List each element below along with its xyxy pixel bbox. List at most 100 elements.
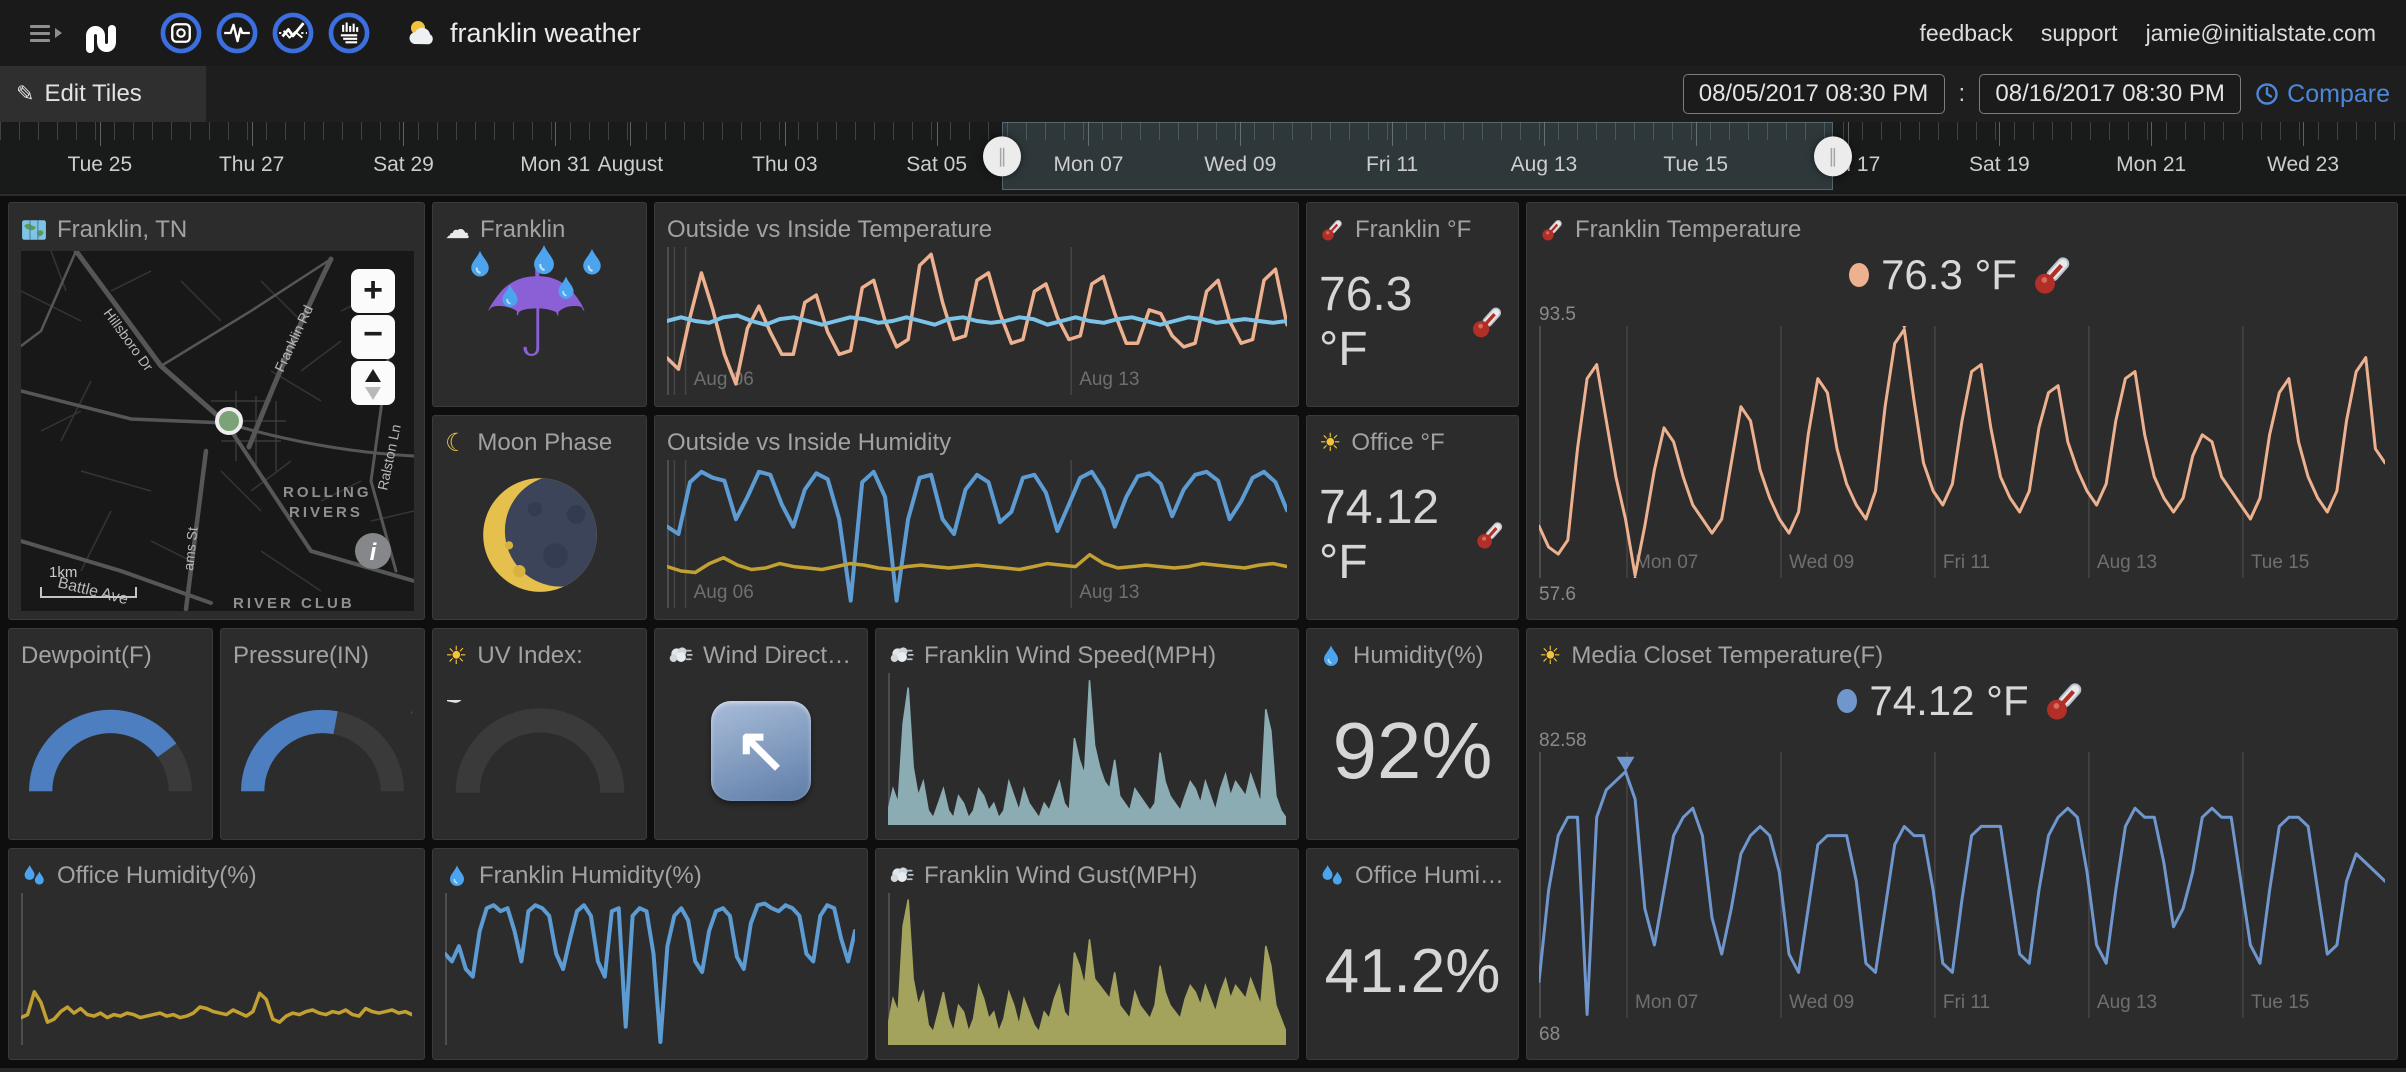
account-email[interactable]: jamie@initialstate.com <box>2145 19 2376 46</box>
tile-office-humidity-chart: Office Humidity(%) <box>8 848 425 1060</box>
droplets-icon <box>1319 863 1345 889</box>
outside-vs-inside-humidity-chart[interactable]: Aug 06 Aug 13 <box>665 460 1289 608</box>
end-date-input[interactable] <box>1979 74 2242 114</box>
tile-wind-direction: Wind Direct… ↖ <box>654 628 868 840</box>
map-scale-bar: 1km <box>40 564 137 598</box>
y-axis-max-label: 93.5 <box>1539 304 1576 325</box>
compare-button[interactable]: Compare <box>2255 80 2390 109</box>
droplets-icon <box>21 863 47 889</box>
timeline-tick-label[interactable]: Fri 11 <box>1366 153 1419 176</box>
timeline-tick-label[interactable]: Mon 07 <box>1053 153 1124 176</box>
dashboard-title: franklin weather <box>450 17 641 48</box>
tile-pressure-gauge: Pressure(IN) <box>220 628 425 840</box>
lines-app-icon[interactable] <box>272 12 314 54</box>
timeline-handle-right[interactable]: ∥ <box>1813 136 1852 177</box>
franklin-humidity-chart[interactable] <box>443 893 857 1045</box>
tile-office-humidity-value: Office Humi… 41.2% <box>1306 848 1519 1060</box>
gauge-track <box>455 708 624 794</box>
wind-icon <box>888 643 914 669</box>
tile-title: Media Closet Temperature(F) <box>1571 642 1884 669</box>
timeline-tick-label[interactable]: Wed 23 <box>2267 153 2340 176</box>
start-date-input[interactable] <box>1682 74 1945 114</box>
legend-value: 76.3 °F <box>1881 251 2017 298</box>
timeline-scrubber[interactable]: Tue 25 Thu 27 Sat 29 Mon 31 August Thu 03 Sat … <box>0 122 2406 196</box>
timeline-tick-label[interactable]: Sat 29 <box>373 153 434 176</box>
sun-behind-cloud-icon <box>409 21 433 45</box>
chart-line <box>1537 328 2387 577</box>
wind-icon <box>667 643 693 669</box>
timeline-tick-label[interactable]: Tue 15 <box>1663 153 1729 176</box>
tile-title: Outside vs Inside Humidity <box>667 429 952 456</box>
gauge-needle <box>446 700 463 703</box>
extrema-marker <box>1626 575 1645 591</box>
tile-franklin-humidity-chart: Franklin Humidity(%) <box>432 848 868 1060</box>
edit-tiles-button[interactable]: ✎ Edit Tiles <box>0 66 206 122</box>
timeline-selected-range[interactable] <box>1002 122 1833 190</box>
x-axis-label: Mon 07 <box>1635 552 1698 573</box>
legend-dot <box>1849 263 1870 287</box>
x-axis-label: Tue 15 <box>2251 992 2309 1013</box>
support-link[interactable]: support <box>2040 19 2118 46</box>
tile-franklin-map: Franklin, TN <box>8 202 425 620</box>
timeline-tick-label[interactable]: Sat 05 <box>906 153 967 176</box>
franklin-wind-speed-chart[interactable] <box>887 673 1287 826</box>
compass-button[interactable] <box>351 361 395 405</box>
tile-outside-vs-inside-humidity: Outside vs Inside Humidity Aug 06 Aug 13 <box>654 415 1299 620</box>
map-info-button[interactable]: i <box>355 533 391 569</box>
x-axis-label: Tue 15 <box>2251 552 2309 573</box>
feedback-link[interactable]: feedback <box>1919 19 2013 46</box>
media-closet-temperature-chart[interactable]: Mon 07 Wed 09 Fri 11 Aug 13 Tue 15 <box>1537 752 2387 1018</box>
tile-franklin-temperature-value: Franklin °F 76.3 °F <box>1306 202 1519 407</box>
dewpoint-gauge <box>29 709 192 792</box>
timeline-tick-label[interactable]: Wed 09 <box>1204 153 1277 176</box>
chart-area <box>887 680 1287 826</box>
tile-franklin-conditions: ☁ Franklin ☂ <box>432 202 647 407</box>
waves-app-icon[interactable] <box>216 12 258 54</box>
histogram-app-icon[interactable] <box>328 12 370 54</box>
thermometer-icon <box>2029 252 2075 298</box>
x-axis-label: Wed 09 <box>1789 992 1854 1013</box>
map-canvas[interactable]: Hillsboro Dr Franklin Rd Ralston Ln ams … <box>19 248 416 612</box>
chart-line <box>1537 770 2387 1016</box>
compare-label: Compare <box>2287 79 2390 108</box>
pressure-gauge <box>241 700 412 792</box>
x-axis-label: Aug 06 <box>694 369 754 390</box>
x-axis-label: Aug 13 <box>2097 992 2157 1013</box>
chart-area <box>887 899 1287 1046</box>
bottom-strip <box>0 1068 2406 1072</box>
initial-state-logo[interactable] <box>82 13 130 53</box>
timeline-tick-label[interactable]: Thu 03 <box>752 153 818 176</box>
uv-index-gauge <box>446 700 624 794</box>
outside-vs-inside-temperature-chart[interactable]: Aug 06 Aug 13 <box>665 247 1289 395</box>
timeline-tick-label[interactable]: Tue 25 <box>67 153 133 176</box>
info-glyph: i <box>370 539 378 566</box>
droplet-icon <box>1319 643 1343 669</box>
timeline-tick-label[interactable]: August <box>597 153 664 176</box>
zoom-out-button[interactable] <box>351 315 395 359</box>
tile-dewpoint-gauge: Dewpoint(F) <box>8 628 213 840</box>
crescent-moon-icon: ☾ <box>445 428 468 457</box>
tile-office-temperature-value: ☀ Office °F 74.12 °F <box>1306 415 1519 620</box>
timeline-handle-left[interactable]: ∥ <box>983 136 1022 177</box>
timeline-tick-label[interactable]: Thu 27 <box>218 153 285 176</box>
map-zoom-controls[interactable]: + − <box>351 269 395 405</box>
franklin-wind-gust-chart[interactable] <box>887 893 1287 1046</box>
menu-toggle-icon[interactable] <box>30 24 62 42</box>
timeline-tick-label[interactable]: Aug 13 <box>1510 153 1578 176</box>
tile-title: Franklin, TN <box>57 216 188 243</box>
tile-title: Franklin Wind Speed(MPH) <box>924 642 1217 669</box>
tiles-app-icon[interactable] <box>160 12 202 54</box>
y-axis-min-label: 68 <box>1539 1024 1561 1045</box>
zoom-in-button[interactable] <box>351 269 395 313</box>
tile-outside-vs-inside-temperature: Outside vs Inside Temperature Aug 06 Aug … <box>654 202 1299 407</box>
timeline-tick-label[interactable]: Sat 19 <box>1969 153 2030 176</box>
umbrella-rain-icon: ☂ <box>465 247 615 397</box>
extrema-marker <box>1895 314 1914 330</box>
zoom-out-glyph: − <box>363 315 383 353</box>
office-humidity-chart[interactable] <box>19 893 414 1045</box>
franklin-temperature-chart[interactable]: Mon 07 Wed 09 Fri 11 Aug 13 Tue 15 <box>1537 314 2387 591</box>
timeline-tick-label[interactable]: Mon 31 <box>520 153 591 176</box>
timeline-tick-label[interactable]: Mon 21 <box>2116 153 2187 176</box>
x-axis-label: Aug 13 <box>1079 369 1139 390</box>
temperature-value: 76.3 °F <box>1319 267 1413 376</box>
